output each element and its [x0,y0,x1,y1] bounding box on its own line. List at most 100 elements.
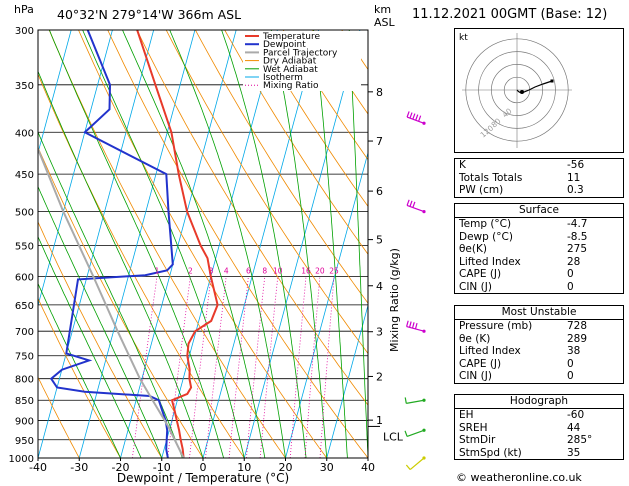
pressure-tick-label: 500 [15,208,34,219]
row-label: EH [459,409,474,421]
hodograph-table-title: Hodograph [455,395,623,409]
pressure-tick-label: 300 [15,26,34,37]
mixing-ratio-line [319,276,335,458]
dry-adiabat-line [224,30,368,255]
wet-adiabat-line [38,235,142,458]
wind-barb [406,111,426,125]
table-row: Dewp (°C) -8.5 [455,231,623,244]
wind-barb-flag [412,201,416,208]
km-tick-label: 4 [376,280,383,293]
wet-adiabat-line [38,131,183,458]
dry-adiabat-line [48,30,286,458]
wet-adiabat-line [270,30,328,458]
row-label: K [459,159,466,171]
pressure-tick-label: 400 [15,128,34,139]
wind-barb [404,428,426,438]
wind-barb-staff [406,325,425,332]
row-value: 0 [567,357,574,370]
wet-adiabat-line [49,30,224,458]
row-value: 0.3 [567,184,584,196]
mixing-ratio-line [228,276,249,458]
wind-barb-flag [415,114,419,121]
dry-adiabat-line [78,30,328,458]
wind-barb-flag [412,113,416,120]
pressure-tick-label: 950 [15,436,34,447]
isotherm-line [161,30,278,458]
row-value: 38 [567,345,581,357]
mixing-ratio-label: 4 [224,266,229,275]
row-label: θe(K) [459,243,487,255]
mixing-ratio-label: 3 [209,266,214,275]
legend-label: Temperature [262,32,320,42]
table-row: PW (cm) 0.3 [455,184,623,197]
wet-adiabat-line [313,30,348,458]
row-label: CAPE (J) [459,268,502,280]
indices-table: K -56 Totals Totals 11 PW (cm) 0.3 [454,158,624,198]
copyright-text: © weatheronline.co.uk [456,471,582,484]
mixing-ratio-line [246,276,266,458]
row-value: 728 [567,320,588,332]
table-row: CIN (J) 0 [455,370,623,383]
table-row: EH -60 [455,409,623,422]
row-label: Dewp (°C) [459,230,513,243]
mixing-ratio-line [205,276,227,458]
dry-adiabat-line [107,30,368,458]
pressure-tick-label: 600 [15,272,34,283]
km-tick-label: 3 [376,326,383,339]
row-label: StmDir [459,434,496,446]
mixing-ratio-label: 10 [273,266,283,275]
km-tick-label: 2 [376,370,383,383]
location-title: 40°32'N 279°14'W 366m ASL [57,7,242,22]
row-value: -8.5 [567,230,588,243]
dry-adiabat-line [136,30,368,406]
row-value: 285° [567,434,593,446]
pressure-tick-label: 800 [15,375,34,386]
legend-label: Isotherm [263,73,303,83]
row-value: 0 [567,370,574,382]
mixing-ratio-label: 20 [315,266,325,275]
mixing-ratio-line [131,276,158,458]
table-row: Lifted Index 28 [455,256,623,269]
mixing-ratio-label: 2 [188,266,193,275]
isotherm-line [38,30,72,155]
wet-adiabat-line [122,30,266,458]
km-tick-label: 7 [376,135,383,148]
hodograph-trace [516,80,553,94]
legend-label: Dry Adiabat [263,57,317,67]
row-label: Totals Totals [459,171,523,184]
dry-adiabat-line [165,30,368,355]
isotherm-line [285,151,368,458]
table-row: CIN (J) 0 [455,281,623,294]
table-row: K -56 [455,159,623,172]
temp-tick-label: -10 [153,461,171,474]
wind-barb-flag [406,111,410,118]
row-label: Pressure (mb) [459,320,533,332]
legend-background [243,31,361,91]
wind-barb-flag [408,321,412,328]
km-tick-label: 8 [376,86,383,99]
dry-adiabat-line [38,73,245,458]
hodograph-kt-label: kt [459,33,468,43]
dry-adiabat-line [195,30,368,304]
wind-barb [405,456,426,471]
legend-label: Wet Adiabat [263,65,318,75]
x-axis-label: Dewpoint / Temperature (°C) [117,471,289,485]
row-value: 0 [567,268,574,280]
wet-adiabat-line [82,30,245,458]
wind-barb-flag [404,397,407,404]
parcel-trajectory-profile [38,146,185,458]
lcl-label: LCL [383,430,404,443]
most-unstable-title: Most Unstable [455,306,623,320]
dry-adiabat-line [38,376,80,458]
wind-barb-dot [422,121,426,125]
pressure-tick-label: 350 [15,81,34,92]
pressure-tick-label: 750 [15,352,34,363]
pressure-unit-label: hPa [14,3,34,16]
km-tick-label: 1 [376,414,383,427]
wind-barb-flag [409,112,413,119]
dry-adiabat-line [38,220,163,458]
table-row: StmDir 285° [455,434,623,447]
